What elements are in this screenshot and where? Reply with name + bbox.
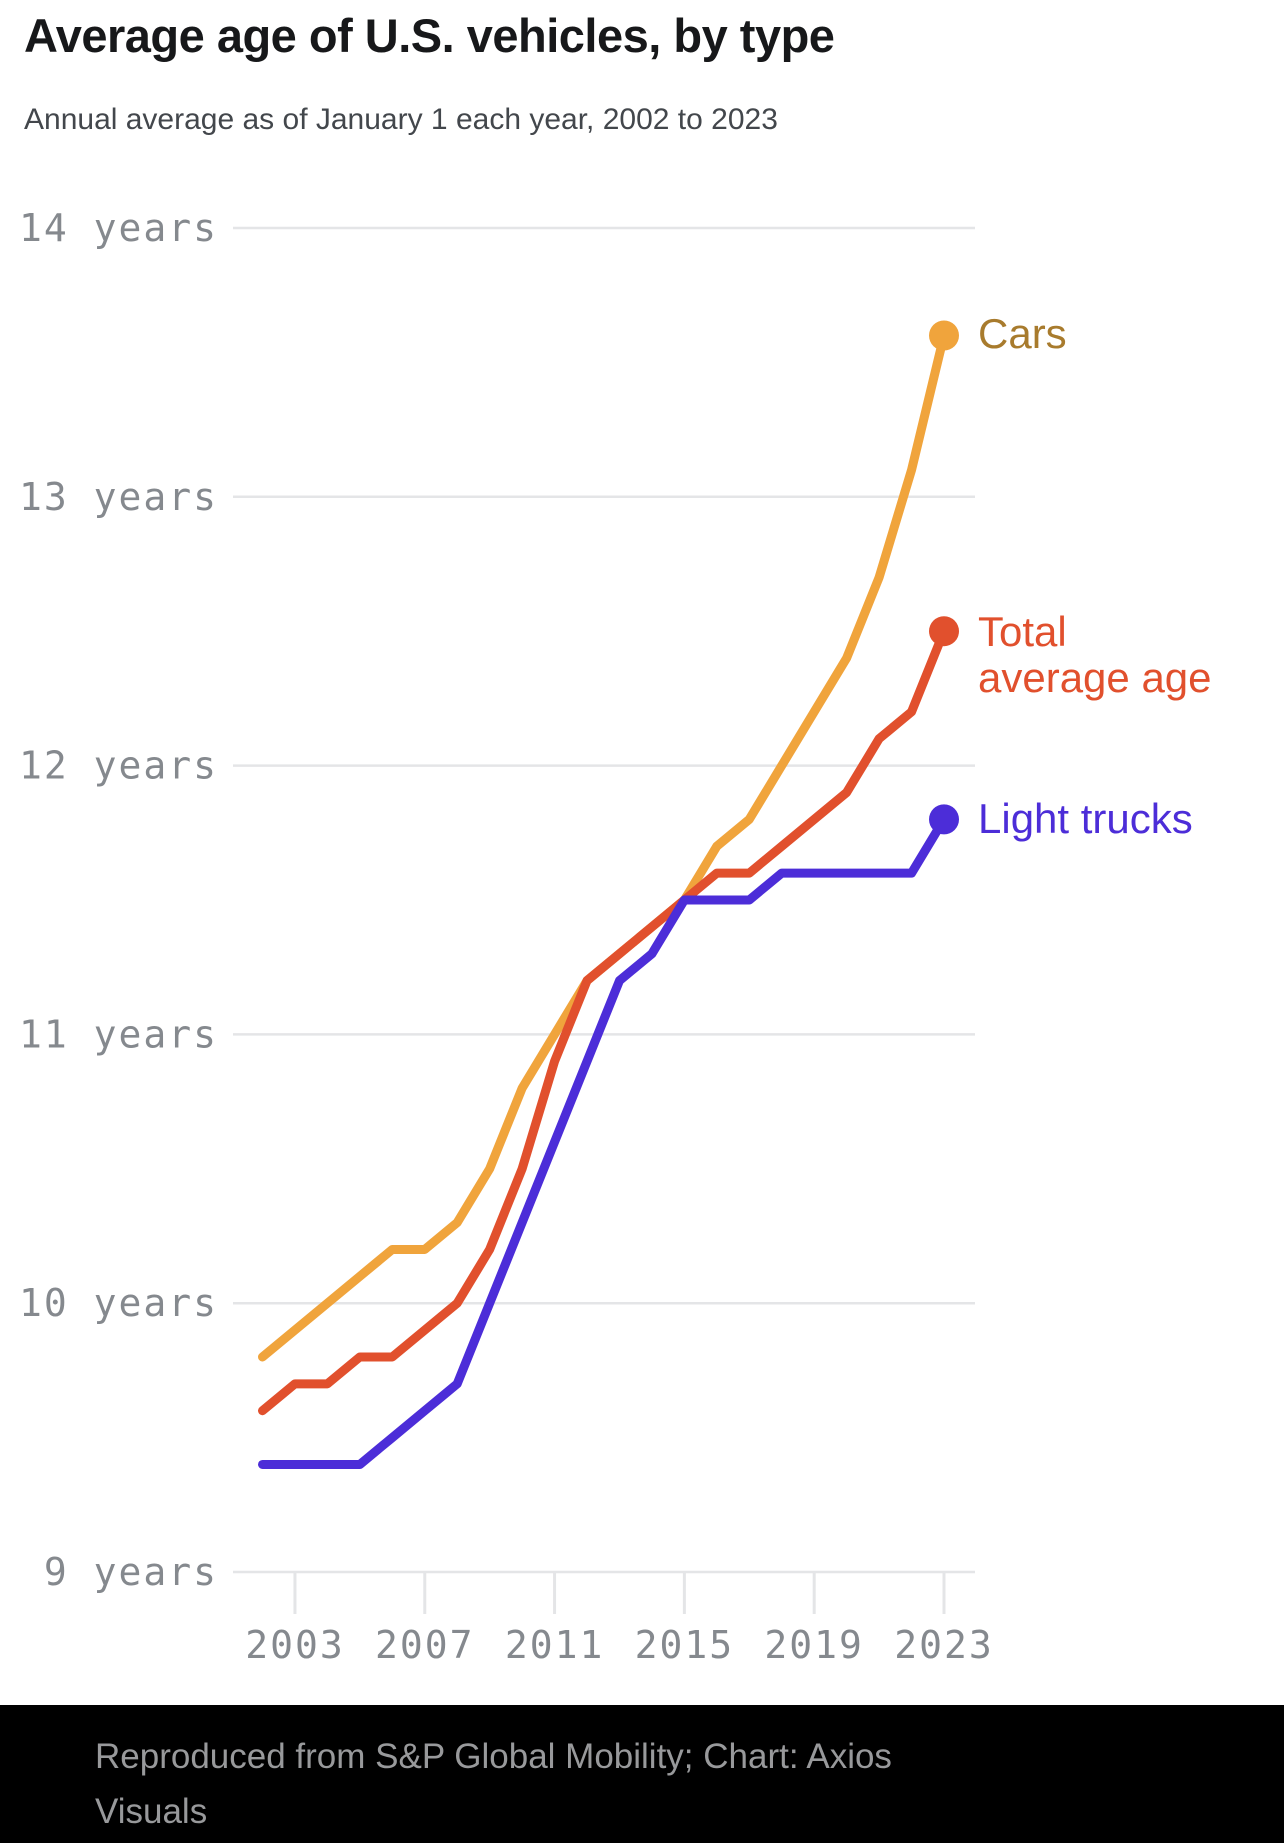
x-tick-label: 2007 — [375, 1623, 475, 1667]
series-endpoint-dot-light-trucks — [929, 804, 959, 835]
series-line-cars — [258, 331, 949, 1362]
legend-light-trucks: Light trucks — [978, 796, 1193, 842]
series-line-total-average-age — [258, 626, 949, 1416]
y-tick-label: 14 years — [19, 206, 218, 250]
series-endpoint-dot-cars — [929, 320, 959, 351]
x-tick-label: 2003 — [245, 1623, 345, 1667]
y-tick-label: 9 years — [44, 1550, 218, 1594]
y-tick-label: 11 years — [19, 1012, 218, 1056]
legend-light-trucks-label: Light trucks — [978, 795, 1193, 842]
y-tick-label: 10 years — [19, 1281, 218, 1325]
legend-cars-label: Cars — [978, 310, 1067, 357]
source-credit-text: Reproduced from S&P Global Mobility; Cha… — [95, 1737, 892, 1831]
x-tick-label: 2023 — [894, 1623, 994, 1667]
legend-total-line1: Total — [978, 608, 1067, 655]
series-line-light-trucks — [258, 814, 949, 1469]
x-tick-label: 2015 — [635, 1623, 735, 1667]
legend-total-line2: average age — [978, 654, 1212, 701]
x-tick-label: 2011 — [505, 1623, 605, 1667]
source-credit-bar: Reproduced from S&P Global Mobility; Cha… — [0, 1705, 1284, 1843]
y-tick-label: 13 years — [19, 475, 218, 519]
legend-cars: Cars — [978, 311, 1067, 357]
line-chart: 14 years 13 years 12 years 11 years 10 years… — [19, 206, 994, 1667]
chart-title: Average age of U.S. vehicles, by type — [24, 9, 835, 62]
legend-total-average-age: Total average age — [978, 609, 1212, 701]
plot-area: 14 years 13 years 12 years 11 years 10 years… — [19, 206, 994, 1667]
chart-subtitle: Annual average as of January 1 each year… — [24, 103, 778, 136]
y-tick-label: 12 years — [19, 744, 218, 788]
series-endpoint-dot-total-average-age — [929, 616, 959, 647]
x-tick-label: 2019 — [764, 1623, 864, 1667]
